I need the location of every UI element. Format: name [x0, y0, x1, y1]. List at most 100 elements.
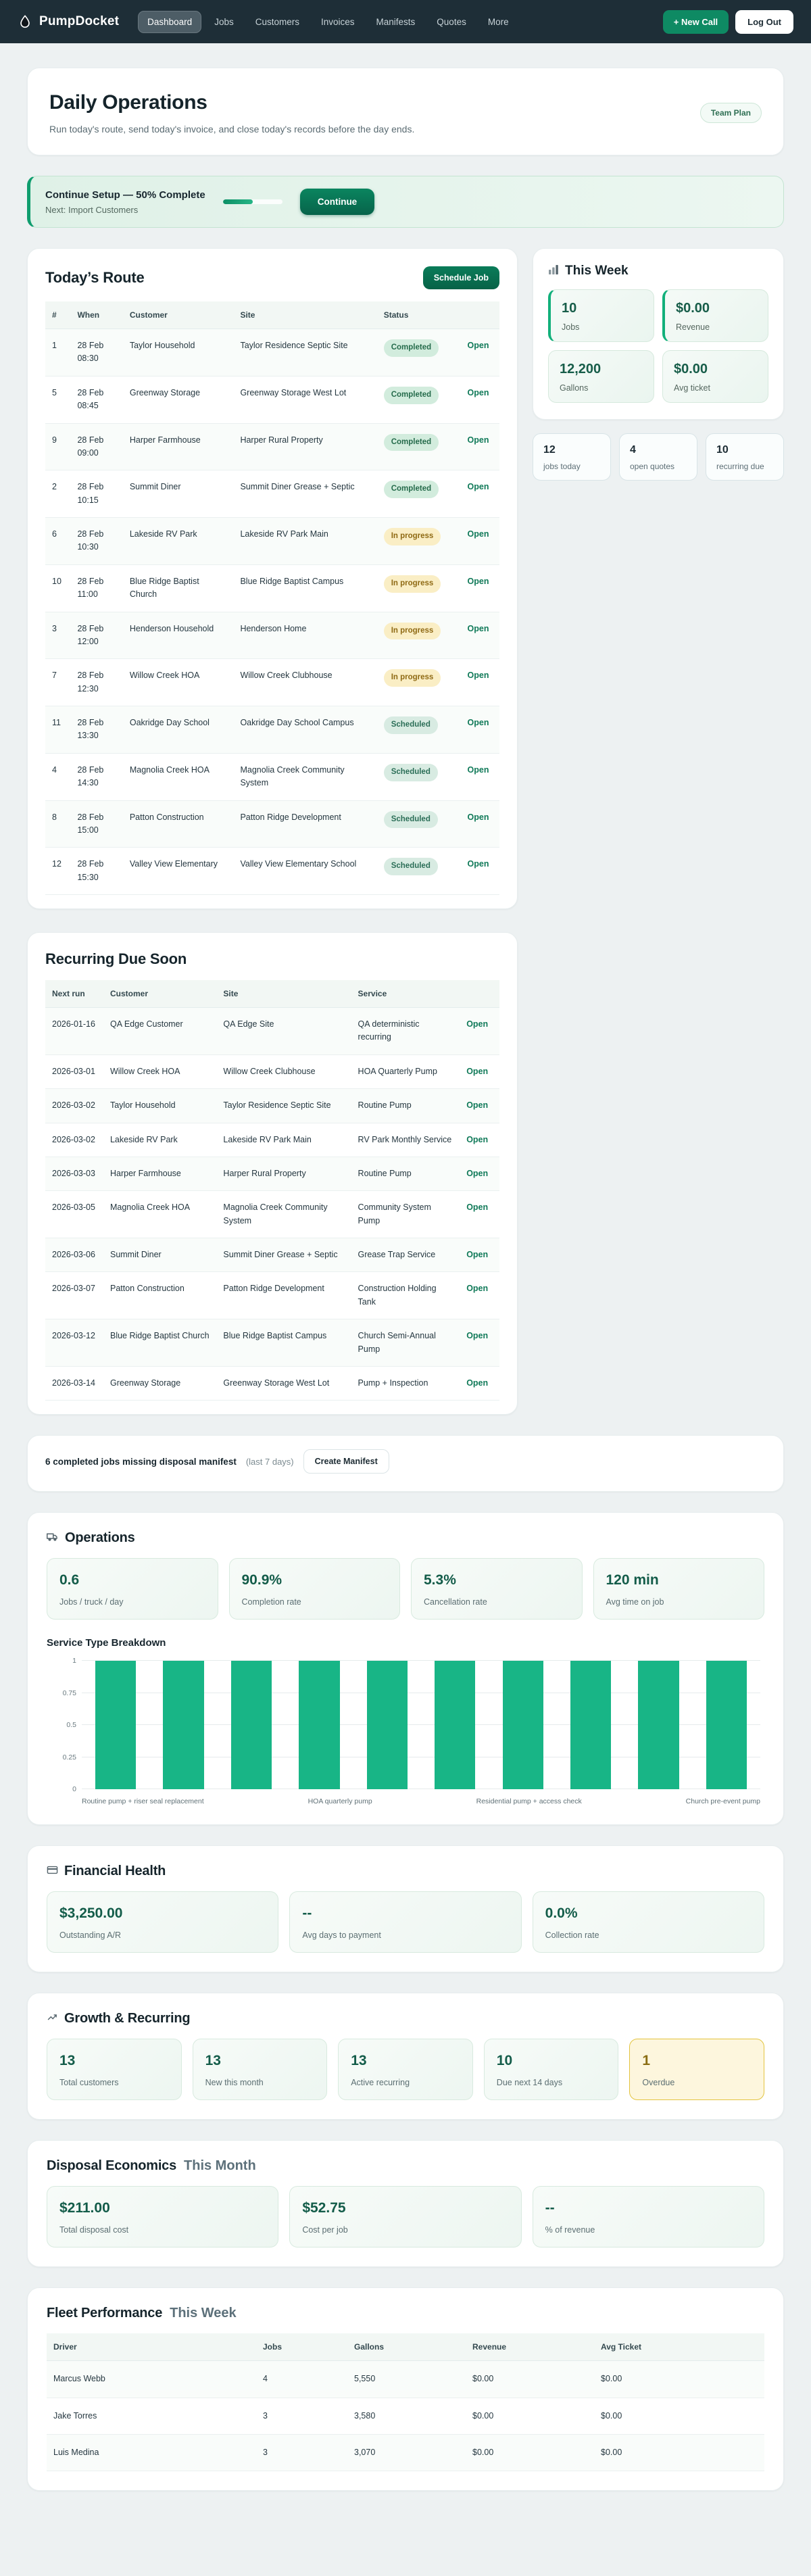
open-recurring-link[interactable]: Open	[466, 1134, 489, 1144]
chart-gridline	[82, 1660, 760, 1661]
route-num: 2	[45, 470, 71, 518]
route-when: 28 Feb 08:45	[70, 376, 123, 424]
route-customer: Henderson Household	[122, 612, 234, 660]
fleet-revenue: $0.00	[466, 2434, 594, 2472]
fleet-performance-title: Fleet Performance	[47, 2306, 163, 2321]
new-call-button[interactable]: + New Call	[662, 9, 729, 34]
chart-bar	[502, 1661, 543, 1790]
open-recurring-link[interactable]: Open	[466, 1019, 489, 1029]
chart-bar	[706, 1661, 747, 1790]
continue-setup-button[interactable]: Continue	[299, 189, 375, 215]
open-job-link[interactable]: Open	[467, 529, 489, 539]
fleet-gallons: 5,550	[347, 2360, 466, 2398]
status-badge: In progress	[383, 528, 441, 545]
recurring-row: 2026-03-14 Greenway Storage Greenway Sto…	[45, 1366, 499, 1401]
stat-value: 13	[205, 2053, 221, 2069]
mini-stat-label: open quotes	[630, 462, 675, 471]
open-job-link[interactable]: Open	[467, 576, 489, 586]
manifest-alert-period: (last 7 days)	[245, 1456, 294, 1467]
stat-value: $211.00	[59, 2200, 110, 2216]
trending-up-icon	[47, 2012, 58, 2026]
open-recurring-link[interactable]: Open	[466, 1202, 489, 1213]
stat-tile: $211.00 Total disposal cost	[47, 2186, 279, 2248]
open-job-link[interactable]: Open	[467, 341, 489, 350]
open-recurring-link[interactable]: Open	[466, 1250, 489, 1259]
nav-item[interactable]: Customers	[255, 16, 299, 27]
open-job-link[interactable]: Open	[467, 764, 489, 775]
nav-item[interactable]: More	[487, 16, 509, 27]
operations-card: Operations 0.6 Jobs / truck / day 90.9% …	[27, 1512, 784, 1826]
stat-tile: 10 Jobs	[548, 289, 654, 342]
nav-item[interactable]: Dashboard	[138, 10, 202, 33]
nav-item[interactable]: Manifests	[376, 16, 416, 27]
open-recurring-link[interactable]: Open	[466, 1378, 489, 1388]
recurring-site: Greenway Storage West Lot	[216, 1366, 351, 1401]
stat-label: Gallons	[560, 383, 589, 393]
fleet-gallons: 3,070	[347, 2434, 466, 2472]
col-avg-ticket: Avg Ticket	[594, 2333, 764, 2362]
schedule-job-button[interactable]: Schedule Job	[422, 266, 499, 289]
recurring-customer: Taylor Household	[103, 1088, 217, 1123]
fleet-driver: Jake Torres	[47, 2398, 256, 2435]
nav-item[interactable]: Jobs	[214, 16, 234, 27]
fleet-driver: Marcus Webb	[47, 2360, 256, 2398]
stat-value: 1	[642, 2053, 651, 2069]
recurring-next-run: 2026-01-16	[45, 1007, 103, 1055]
stat-value: 0.0%	[545, 1905, 578, 1922]
open-recurring-link[interactable]: Open	[466, 1066, 489, 1076]
recurring-next-run: 2026-03-03	[45, 1157, 103, 1192]
route-num: 10	[45, 564, 71, 612]
open-job-link[interactable]: Open	[467, 387, 489, 397]
open-job-link[interactable]: Open	[467, 859, 489, 869]
route-num: 11	[45, 706, 71, 754]
col-customer: Customer	[122, 301, 234, 329]
financial-health-title: Financial Health	[64, 1864, 166, 1879]
recurring-row: 2026-03-05 Magnolia Creek HOA Magnolia C…	[45, 1190, 499, 1238]
create-manifest-button[interactable]: Create Manifest	[303, 1449, 389, 1474]
open-recurring-link[interactable]: Open	[466, 1168, 489, 1178]
stat-value: 13	[59, 2053, 76, 2069]
stat-label: Cost per job	[302, 2225, 348, 2235]
chart-gridline	[82, 1724, 760, 1726]
route-row: 9 28 Feb 09:00 Harper Farmhouse Harper R…	[45, 423, 499, 471]
open-recurring-link[interactable]: Open	[466, 1284, 489, 1294]
stat-label: Jobs / truck / day	[59, 1597, 124, 1607]
bar-chart-icon	[548, 264, 559, 278]
nav-item[interactable]: Invoices	[320, 16, 355, 27]
open-job-link[interactable]: Open	[467, 671, 489, 681]
fleet-revenue: $0.00	[466, 2360, 594, 2398]
open-job-link[interactable]: Open	[467, 623, 489, 633]
open-job-link[interactable]: Open	[467, 812, 489, 822]
page-title: Daily Operations	[49, 91, 207, 114]
chart-bar	[163, 1661, 204, 1790]
nav-item[interactable]: Quotes	[437, 16, 466, 27]
open-job-link[interactable]: Open	[467, 435, 489, 445]
open-job-link[interactable]: Open	[467, 718, 489, 727]
chart-x-label: Residential pump + access check	[476, 1797, 582, 1806]
stat-label: Avg time on job	[606, 1597, 664, 1607]
stat-tile: 13 Active recurring	[338, 2039, 473, 2101]
brand: PumpDocket	[18, 14, 119, 29]
logout-button[interactable]: Log Out	[735, 9, 793, 34]
route-num: 9	[45, 423, 71, 471]
chart-bar	[95, 1661, 137, 1790]
recurring-next-run: 2026-03-14	[45, 1366, 103, 1401]
status-badge: Scheduled	[383, 716, 438, 734]
recurring-customer: Magnolia Creek HOA	[103, 1190, 217, 1238]
stat-value: 13	[351, 2053, 367, 2069]
route-site: Taylor Residence Septic Site	[233, 329, 377, 376]
stat-tile: -- % of revenue	[532, 2186, 764, 2248]
stat-label: Total customers	[59, 2078, 119, 2088]
open-job-link[interactable]: Open	[467, 482, 489, 492]
route-when: 28 Feb 10:15	[70, 470, 123, 518]
open-recurring-link[interactable]: Open	[466, 1331, 489, 1341]
recurring-row: 2026-01-16 QA Edge Customer QA Edge Site…	[45, 1007, 499, 1055]
navbar: PumpDocket Dashboard Jobs Customers Invo…	[0, 0, 811, 43]
plan-badge: Team Plan	[699, 103, 762, 123]
open-recurring-link[interactable]: Open	[466, 1100, 489, 1111]
nav-items: Dashboard Jobs Customers Invoices Manife…	[138, 10, 651, 33]
stat-label: Jobs	[562, 322, 580, 332]
status-badge: In progress	[383, 669, 441, 687]
recurring-due-title: Recurring Due Soon	[45, 950, 187, 967]
fleet-avg-ticket: $0.00	[594, 2434, 764, 2472]
